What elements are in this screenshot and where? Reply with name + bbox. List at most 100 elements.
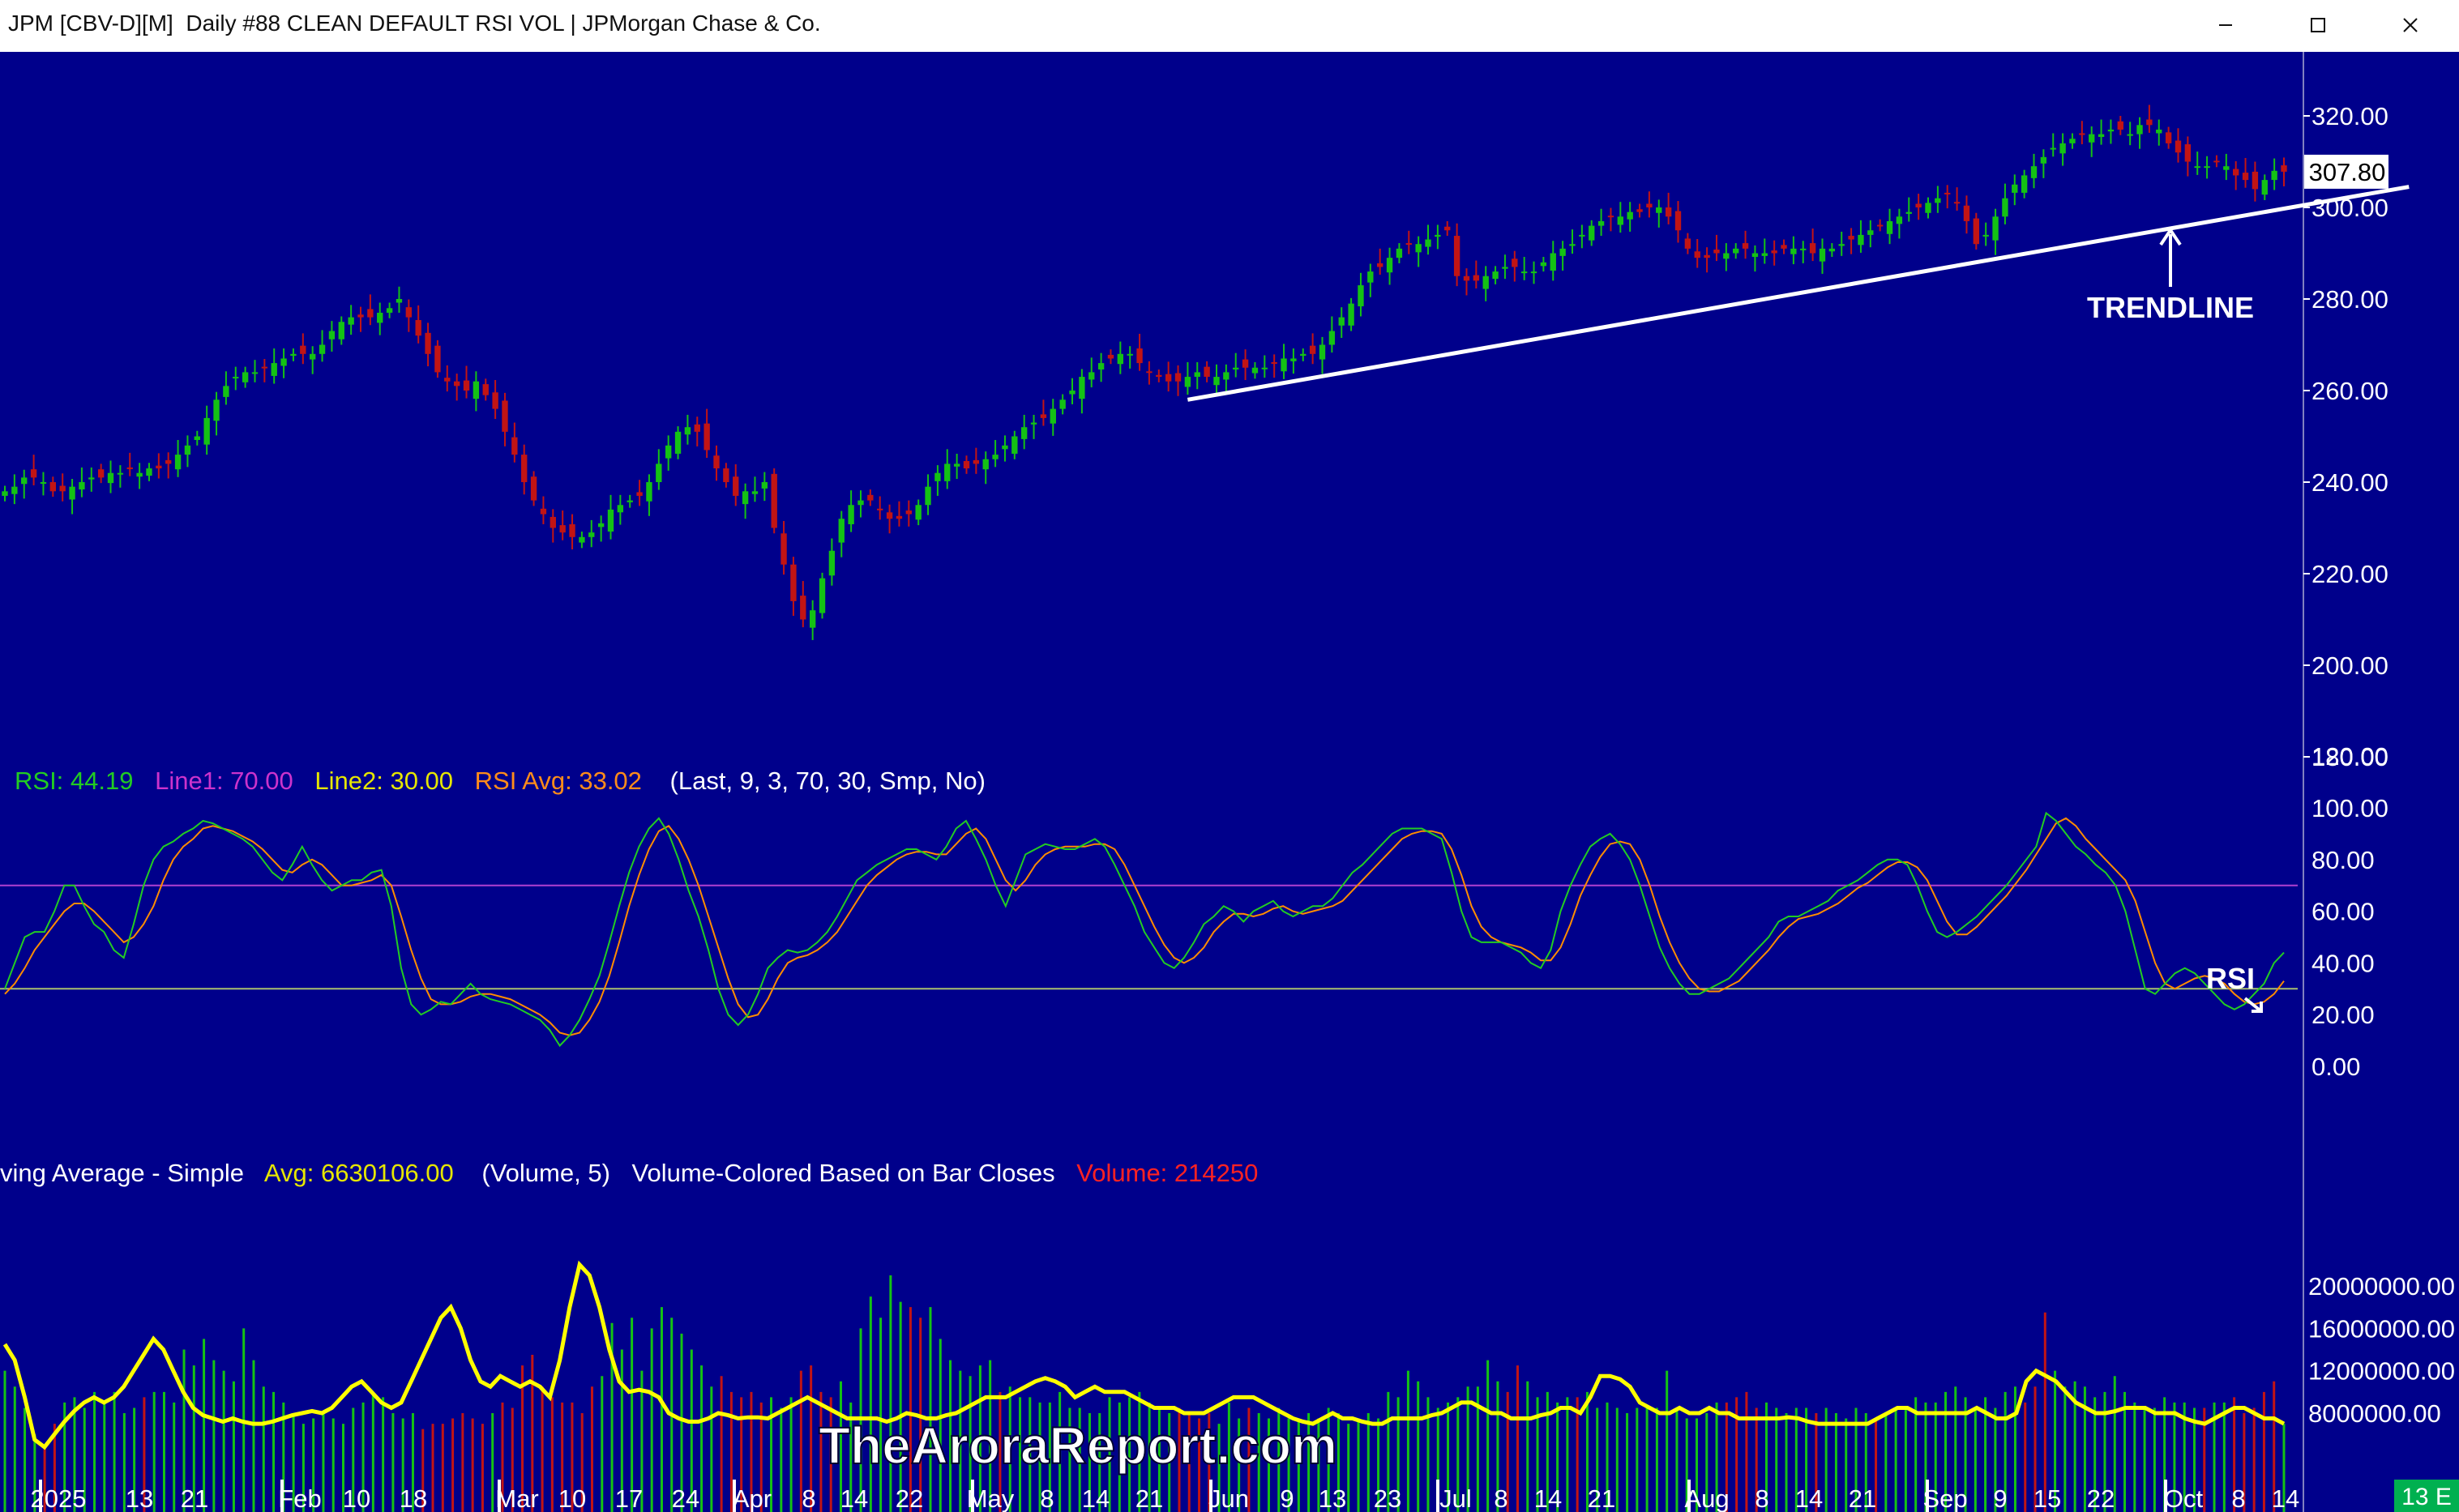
candle-body [386,308,393,313]
x-axis-day-label: 23 [1374,1484,1401,1512]
candle-body [1251,367,1259,374]
candle-body [40,482,47,484]
candle-body [261,366,268,369]
candle-body [953,463,960,467]
candle-body [1781,245,1787,249]
volume-avg-value: Avg: 6630106.00 [264,1159,454,1187]
minimize-button[interactable] [2201,6,2250,44]
candle-body [1992,216,1999,241]
candle-body [1723,253,1730,259]
x-axis-month-label: Apr [733,1484,772,1512]
candle-body [1838,244,1845,246]
trendline-label: TRENDLINE [2087,291,2254,324]
candle-body [2107,129,2115,132]
candle-body [1665,207,1672,217]
candle-body [1107,354,1114,359]
candle-body [848,505,854,524]
trendline [1187,185,2410,402]
candle-body [1800,248,1807,250]
price-axis-label: 240.00 [2311,468,2388,497]
candle-body [1589,225,1595,241]
candle-body [319,344,326,354]
candle-body [300,345,306,354]
price-axis-label: 260.00 [2311,377,2388,405]
candle-body [597,523,605,527]
x-axis-day-label: 22 [2087,1484,2115,1512]
candle-body [2165,132,2172,143]
candle-body [521,455,528,482]
candle-body [1963,205,1970,221]
candle-body [511,437,518,455]
candle-body [2069,139,2076,143]
candle-body [713,455,720,469]
candle-body [1348,303,1354,326]
candle-body [992,455,999,459]
candle-body [2012,184,2018,193]
candle-body [2175,140,2182,153]
candle-body [348,317,354,325]
candle-body [1136,348,1143,364]
candle-body [405,307,413,318]
candle-body [1684,238,1691,249]
candle-body [2242,173,2249,181]
candle-body [1482,275,1489,289]
candle-body [2089,134,2095,143]
candle-body [1233,367,1239,370]
volume-axis-label: 16000000.00 [2308,1314,2455,1343]
volume-ma-name: ving Average - Simple [0,1159,244,1187]
candle-body [396,299,403,303]
candle-body [1271,361,1277,364]
candle-body [2021,175,2028,193]
candle-body [733,476,739,496]
rsi-avg-line [4,817,2285,1036]
candle-body [703,423,710,451]
candle-body [377,312,383,323]
candle-body [492,392,498,409]
candle-body [1828,248,1836,252]
maximize-button[interactable] [2294,6,2342,44]
candle-body [963,461,970,469]
price-axis-label: 280.00 [2311,285,2388,314]
candle-body [1540,262,1547,267]
candle-body [646,482,652,502]
volume-legend: ving Average - Simple Avg: 6630106.00 (V… [0,1159,1258,1187]
rsi-params: (Last, 9, 3, 70, 30, Smp, No) [670,767,986,795]
candle-body [2136,125,2143,135]
candle-body [973,459,980,464]
candle-body [1944,192,1951,194]
close-button[interactable] [2386,6,2435,44]
price-axis-label: 300.00 [2311,194,2388,222]
chart-canvas[interactable]: 320.00300.00280.00260.00240.00220.00200.… [0,52,2459,1512]
candle-body [1194,372,1200,378]
rsi-axis-label: 100.00 [2311,794,2388,822]
candle-body [617,505,624,513]
candle-body [2232,169,2239,176]
candle-body [117,472,124,475]
last-price-tag: 307.80 [2304,154,2388,189]
x-axis-day-label: 8 [2231,1484,2245,1512]
candle-body [1242,359,1249,368]
candle-body [1309,345,1316,354]
candle-body [1059,399,1066,409]
candle-body [1790,248,1797,254]
candle-body [2271,170,2277,181]
candle-body [79,482,85,490]
candle-body [174,455,182,470]
rsi-axis-label: 20.00 [2311,1001,2375,1029]
candle-body [1953,202,1961,204]
candle-body [828,550,836,576]
candle-body [656,463,662,482]
candle-body [425,332,431,354]
volume-coloring: Volume-Colored Based on Bar Closes [632,1159,1055,1187]
chart-area[interactable]: 320.00 300.00 280.00 260.00 240.00 220.00 200.… [0,52,2459,1512]
rsi-avg-value: RSI Avg: 33.02 [475,767,642,795]
candle-body [607,509,614,532]
candle-body [328,331,336,340]
candle-body [1915,203,1922,207]
maximize-icon [2311,18,2325,32]
candle-body [1492,271,1499,280]
candle-body [1079,377,1085,399]
candle-body [2156,129,2162,134]
candle-body [434,345,441,373]
candle-body [213,399,220,421]
